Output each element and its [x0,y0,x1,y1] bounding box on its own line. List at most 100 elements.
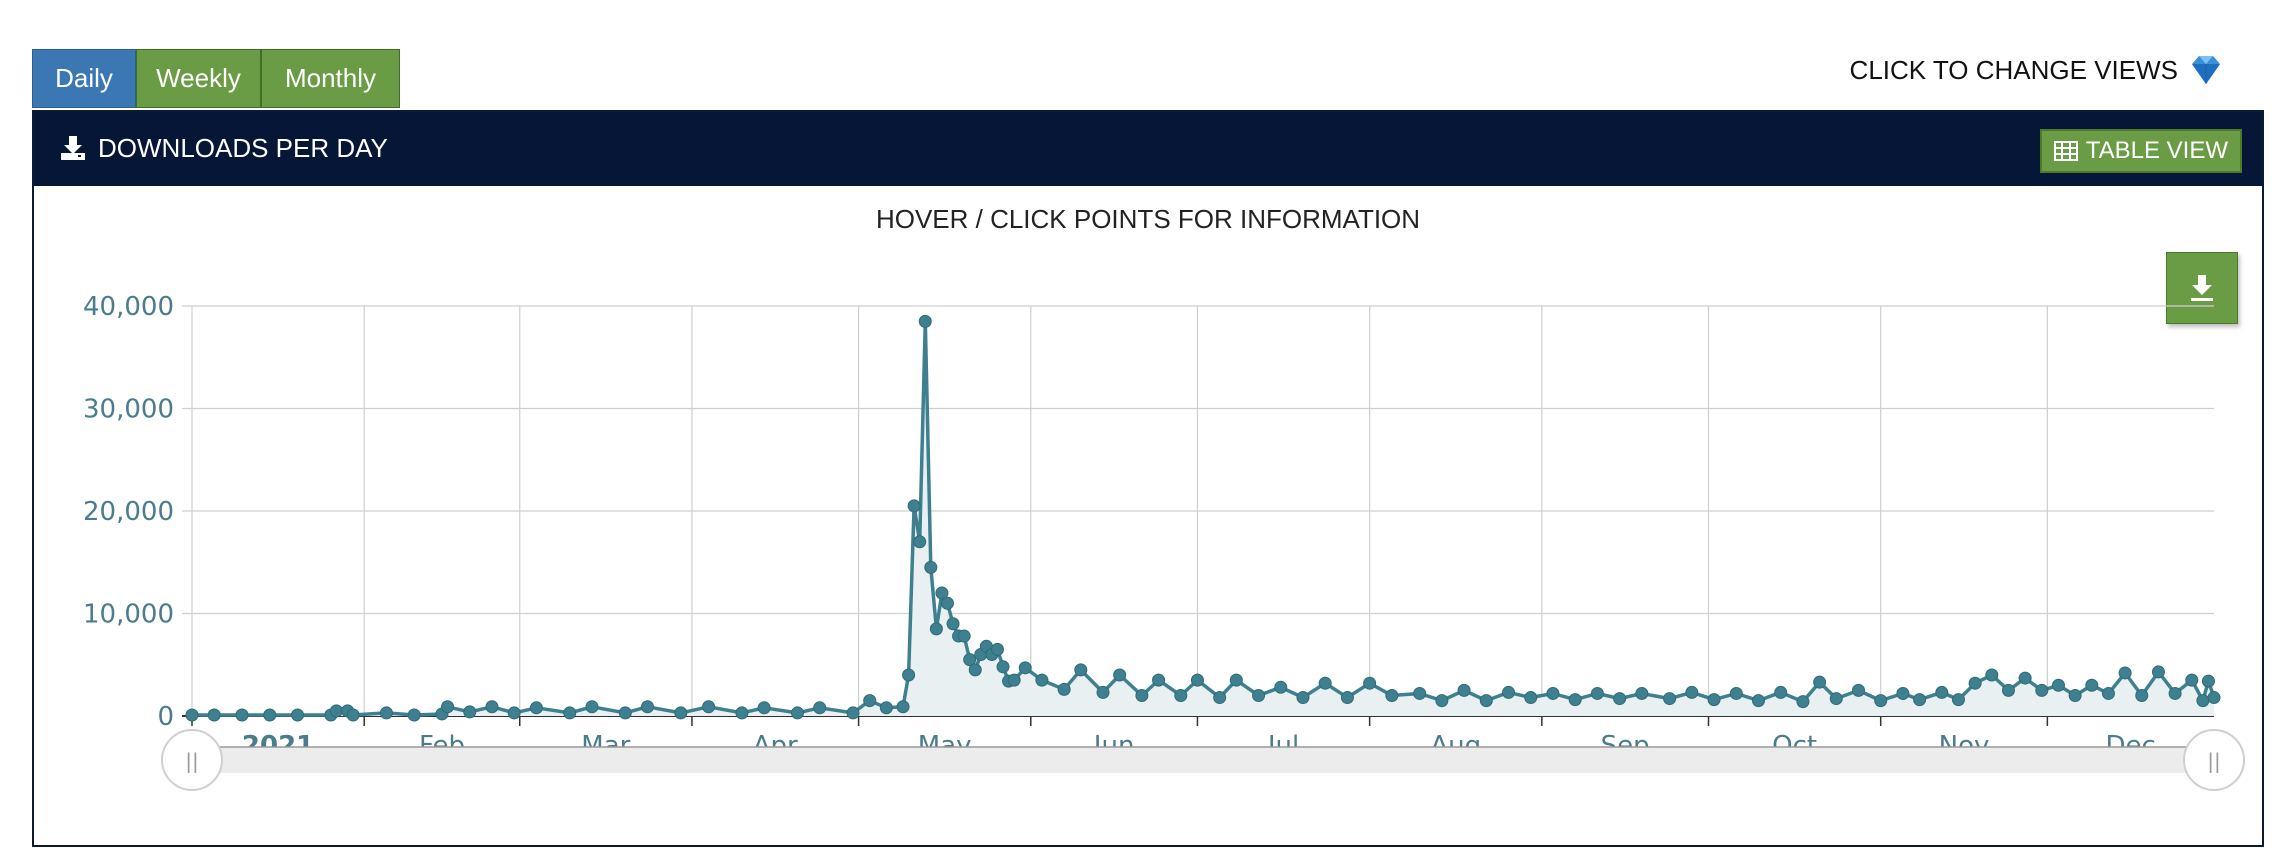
tab-monthly[interactable]: Monthly [261,49,400,108]
data-point [2001,683,2015,697]
data-point [1935,685,1949,699]
data-point [1413,686,1427,700]
tab-daily[interactable]: Daily [32,49,136,108]
data-point [441,700,455,714]
data-point [1213,691,1227,705]
data-point [2018,671,2032,685]
data-point [702,700,716,714]
download-icon [2191,275,2213,301]
data-point [1951,693,1965,707]
navigator-handle-left[interactable] [161,729,223,791]
y-tick-label: 40,000 [83,292,174,322]
data-point [2201,674,2215,688]
data-point [790,706,804,720]
data-point [641,700,655,714]
data-point [1751,694,1765,708]
data-point [329,704,343,718]
data-point [1252,689,1266,702]
data-point [957,629,971,643]
data-point [235,708,249,722]
data-point [1663,692,1677,706]
data-point [563,706,577,720]
data-point [863,694,877,708]
data-point [1435,694,1449,708]
data-point [2118,666,2132,680]
data-point [2035,683,2049,697]
data-point [1340,691,1354,705]
data-point [1896,686,1910,700]
navigator-grip-icon: || [2207,749,2220,773]
change-views-hint: CLICK TO CHANGE VIEWS [1850,50,2224,90]
data-point [1174,689,1188,702]
data-point [1707,693,1721,707]
diamond-icon [2192,56,2220,84]
data-point [940,596,954,610]
data-point [585,700,599,714]
data-point [990,642,1004,656]
data-point [1074,663,1088,677]
data-point [929,622,943,636]
panel-title-text: DOWNLOADS PER DAY [98,132,388,163]
y-tick-label: 10,000 [83,600,174,630]
data-point [1685,685,1699,699]
data-point [185,708,199,722]
data-point [2068,689,2082,702]
data-point [463,705,477,719]
data-point [1502,685,1516,699]
data-point [946,617,960,631]
data-point [1829,692,1843,706]
data-point [2168,686,2182,700]
data-point [2151,665,2165,679]
y-tick-label: 20,000 [83,497,174,527]
data-point [1152,673,1166,687]
data-point [1524,691,1538,705]
chart-download-button[interactable] [2166,252,2238,324]
data-point [1613,692,1627,706]
data-point [896,700,910,714]
y-tick-label: 30,000 [83,395,174,425]
data-point [1318,676,1332,690]
data-point [1007,673,1021,687]
data-point [1985,668,1999,682]
data-point [379,706,393,720]
data-point [1057,682,1071,696]
data-point [846,706,860,720]
data-point [879,701,893,715]
data-point [1874,694,1888,708]
data-point [1385,689,1399,702]
data-point [1229,673,1243,687]
data-point [996,660,1010,674]
y-tick-label: 0 [157,702,174,732]
data-point [2207,691,2221,705]
data-point [1729,686,1743,700]
data-point [674,706,688,720]
downloads-panel: DOWNLOADS PER DAY TABLE VIEW HOVER / CLI… [32,110,2264,847]
data-point [1479,694,1493,708]
data-point [1813,675,1827,689]
navigator-track [192,747,2214,773]
data-point [968,663,982,677]
table-view-button[interactable]: TABLE VIEW [2039,129,2242,173]
tab-weekly[interactable]: Weekly [136,49,261,108]
change-views-text: CLICK TO CHANGE VIEWS [1849,54,2178,85]
data-point [263,708,277,722]
chart-subtitle: HOVER / CLICK POINTS FOR INFORMATION [875,204,1421,234]
navigator-handle-right[interactable] [2183,729,2245,791]
data-point [1774,685,1788,699]
navigator-grip-icon: || [185,749,198,773]
download-icon [61,136,85,160]
data-point [813,701,827,715]
data-point [2135,689,2149,702]
data-point [2185,673,2199,687]
view-tabs: Daily Weekly Monthly [32,49,400,110]
table-icon [2053,141,2078,161]
data-point [507,706,521,720]
data-point [407,708,421,722]
data-point [757,701,771,715]
data-point [346,708,360,722]
panel-header: DOWNLOADS PER DAY TABLE VIEW [34,112,2262,186]
series-area [192,321,2214,716]
data-point [1018,661,1032,675]
data-point [907,499,921,513]
